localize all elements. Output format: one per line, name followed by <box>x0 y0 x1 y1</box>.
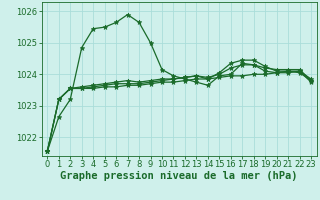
X-axis label: Graphe pression niveau de la mer (hPa): Graphe pression niveau de la mer (hPa) <box>60 171 298 181</box>
